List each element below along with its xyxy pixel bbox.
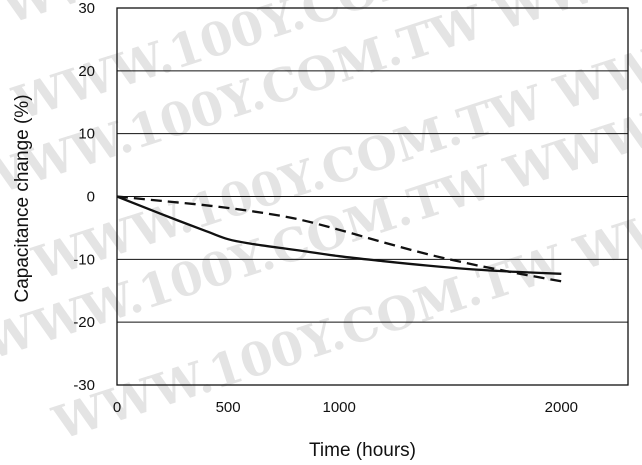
- x-axis-title: Time (hours): [309, 440, 416, 461]
- y-tick-label: -10: [73, 251, 95, 268]
- x-tick-label: 500: [216, 399, 241, 416]
- y-tick-label: 30: [78, 0, 95, 17]
- x-tick-label: 2000: [545, 399, 578, 416]
- y-tick-label: 10: [78, 126, 95, 143]
- x-tick-label: 0: [113, 399, 121, 416]
- y-tick-labels: 30 20 10 0 -10 -20 -30: [73, 0, 95, 394]
- y-tick-label: 0: [87, 189, 95, 206]
- series-line-solid: [116, 195, 562, 275]
- x-tick-label: 1000: [322, 399, 355, 416]
- series-line-dashed: [116, 195, 562, 283]
- series-layer: [116, 195, 562, 283]
- y-tick-label: 20: [78, 63, 95, 80]
- y-axis-title: Capacitance change (%): [12, 94, 33, 302]
- y-tick-label: -20: [73, 314, 95, 331]
- y-tick-label: -30: [73, 377, 95, 394]
- x-tick-labels: 0 500 1000 2000: [113, 399, 578, 416]
